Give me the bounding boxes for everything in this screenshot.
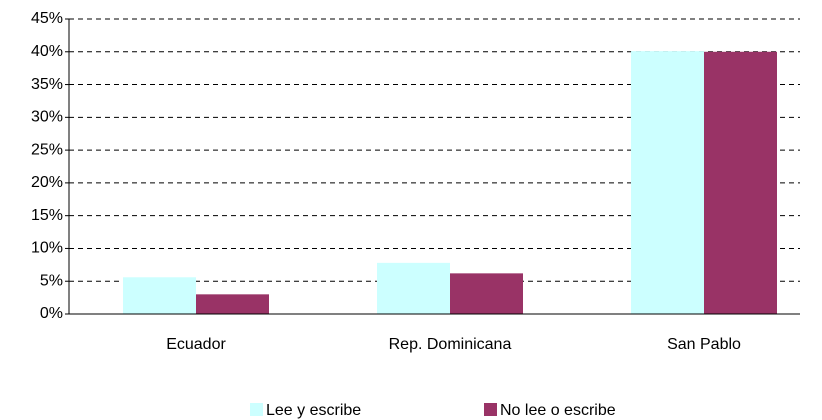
y-tick-label: 20% (31, 174, 63, 191)
y-tick-label: 25% (31, 141, 63, 158)
x-tick-label: San Pablo (667, 336, 741, 353)
y-tick-label: 15% (31, 207, 63, 224)
bar (631, 51, 704, 314)
legend-label: No lee o escribe (500, 402, 616, 419)
x-tick-label: Ecuador (166, 336, 226, 353)
legend-swatch (250, 403, 263, 416)
bar (377, 262, 450, 314)
x-tick-label: Rep. Dominicana (389, 336, 512, 353)
bar (704, 51, 777, 315)
y-tick-label: 5% (40, 272, 63, 289)
bar (450, 273, 523, 314)
legend-swatch (484, 403, 497, 416)
bar (196, 294, 269, 314)
y-tick-label: 45% (31, 10, 63, 27)
bar (123, 277, 196, 314)
y-tick-label: 40% (31, 43, 63, 60)
y-tick-label: 30% (31, 109, 63, 126)
legend-label: Lee y escribe (266, 402, 361, 419)
y-tick-label: 35% (31, 76, 63, 93)
y-tick-label: 0% (40, 305, 63, 322)
y-tick-label: 10% (31, 240, 63, 257)
